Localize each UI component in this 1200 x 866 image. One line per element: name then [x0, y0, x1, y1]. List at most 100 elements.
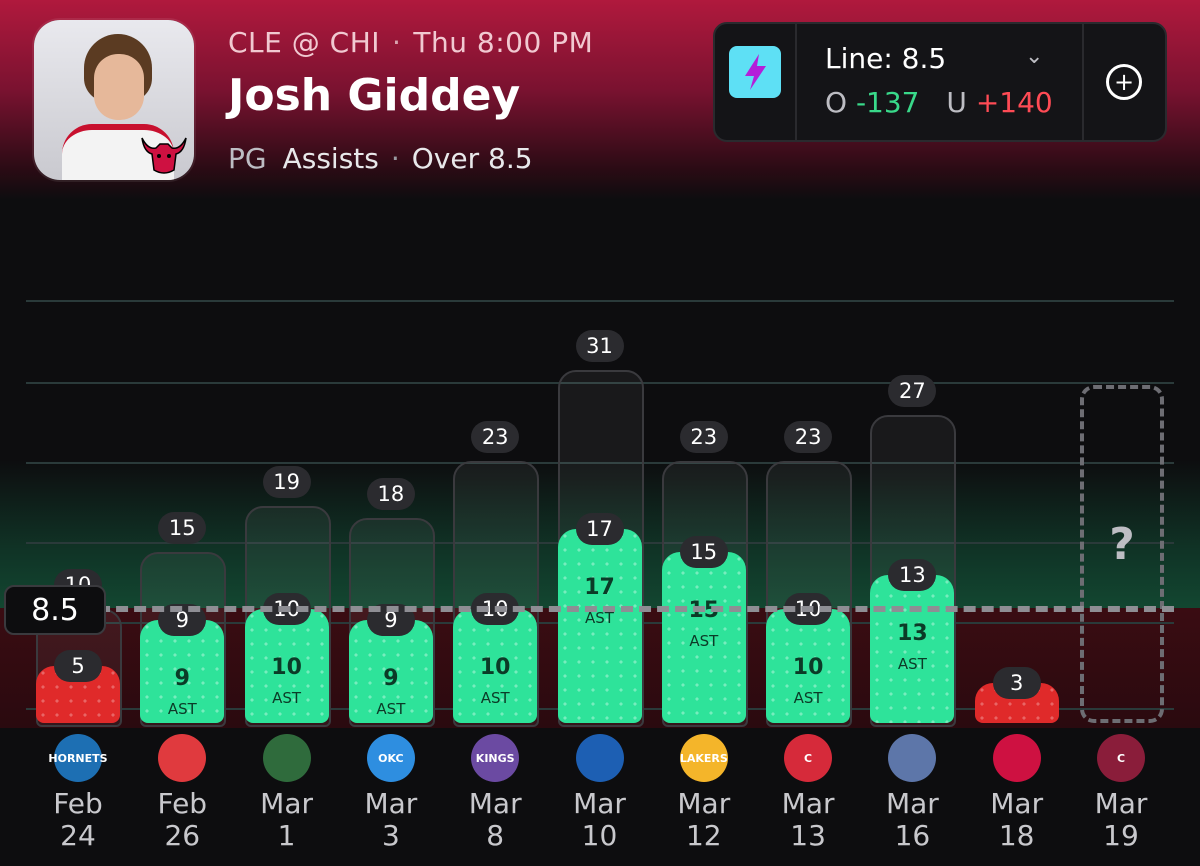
assist-bar-value: 17 — [584, 575, 615, 601]
bucks-logo-icon — [262, 734, 311, 782]
assist-bar-over[interactable] — [766, 609, 851, 723]
matchup: CLE @ CHI — [228, 26, 381, 59]
under-odds[interactable]: +140 — [975, 86, 1053, 119]
game-day: 26 — [164, 819, 201, 852]
opponent-date[interactable]: Feb 26 — [130, 734, 234, 852]
game-month: Feb — [53, 787, 103, 820]
assist-bar-value: 9 — [383, 666, 399, 692]
player-avatar — [34, 20, 194, 180]
game-log-chart: 1051599AST191010AST1899AST231010AST31171… — [0, 200, 1200, 866]
blazers-logo-icon — [158, 734, 207, 782]
assist-bar-value: 10 — [792, 655, 824, 680]
assist-bar-value: 10 — [479, 655, 511, 680]
matchup-line: CLE @ CHI · Thu 8:00 PM — [228, 26, 594, 59]
chevron-down-icon[interactable]: ⌄ — [1025, 44, 1044, 69]
game-day: 10 — [581, 819, 618, 852]
plus-icon: + — [1106, 64, 1142, 100]
odds: O -137 U +140 — [825, 86, 1053, 119]
assist-bar-stat: AST — [167, 700, 197, 719]
over-odds[interactable]: -137 — [855, 86, 920, 119]
assist-bar-over[interactable] — [244, 609, 329, 723]
background-total-label: 23 — [784, 420, 833, 453]
clippers-logo-icon: C — [784, 734, 833, 782]
player-position: PG — [228, 142, 267, 175]
game-day: 18 — [998, 819, 1035, 852]
assist-bar-over[interactable] — [348, 620, 433, 723]
assist-bar-value: 9 — [174, 666, 190, 692]
game-month: Mar — [573, 787, 626, 820]
assist-bar-stat: AST — [897, 654, 927, 673]
assist-bar-stat: AST — [272, 689, 302, 707]
opponent-date[interactable]: OKC Mar 3 — [339, 734, 443, 852]
opponent-date[interactable]: KINGS Mar 8 — [443, 734, 547, 852]
assist-bar-stat: AST — [585, 609, 614, 628]
game-day: 1 — [277, 819, 296, 852]
game-column[interactable]: 19 10 10 AST — [244, 200, 331, 866]
assist-bar-under[interactable] — [36, 666, 120, 723]
assist-bar-stat: AST — [480, 689, 510, 707]
upcoming-game-placeholder[interactable]: ? — [1080, 385, 1164, 723]
assist-bar-value: 10 — [271, 655, 302, 680]
opponent-date[interactable]: C Mar 19 — [1069, 734, 1173, 852]
player-header: CLE @ CHI · Thu 8:00 PM Josh Giddey PG Assi… — [0, 0, 1200, 200]
game-column[interactable]: 23 15 15 AST — [661, 200, 748, 866]
background-total-label: 23 — [471, 420, 520, 453]
game-day: 24 — [60, 819, 96, 852]
assist-value-label: 17 — [575, 513, 624, 546]
assist-bar-over[interactable] — [557, 529, 642, 723]
opponent-date[interactable]: Mar 10 — [548, 734, 652, 852]
opponent-date[interactable]: Mar 1 — [235, 734, 339, 852]
gridline — [26, 300, 1174, 302]
game-day: 13 — [790, 819, 826, 852]
game-column[interactable]: 3 — [974, 200, 1059, 866]
opponent-date[interactable]: Mar 18 — [965, 734, 1069, 852]
line-selector[interactable]: Line: 8.5 — [825, 42, 947, 75]
game-day: 19 — [1103, 819, 1139, 852]
game-column[interactable]: 31 17 17 AST — [557, 200, 644, 866]
background-total-label: 19 — [262, 466, 311, 499]
game-month: Mar — [781, 787, 835, 820]
cavaliers-logo-icon: C — [1097, 734, 1145, 782]
game-column[interactable]: 27 13 13 AST — [870, 200, 957, 866]
assist-bar-over[interactable] — [140, 620, 225, 723]
game-column[interactable]: 23 10 10 AST — [453, 200, 540, 866]
assist-bar-over[interactable] — [661, 552, 746, 723]
game-time: Thu 8:00 PM — [413, 26, 594, 59]
opponent-date[interactable]: C Mar 13 — [756, 734, 860, 852]
kings-logo-icon: KINGS — [471, 734, 520, 782]
player-name: Josh Giddey — [228, 70, 521, 121]
assist-value-label: 15 — [679, 536, 728, 568]
game-month: Mar — [677, 787, 731, 820]
add-pick-button[interactable]: + — [1083, 24, 1165, 140]
assist-value-label: 13 — [888, 558, 937, 591]
game-column[interactable]: 23 10 10 AST — [766, 200, 853, 866]
game-month: Mar — [364, 787, 418, 820]
gridline — [26, 382, 1174, 384]
assist-bar-over[interactable] — [453, 609, 538, 723]
game-column[interactable]: 18 9 9 AST — [348, 200, 435, 866]
assist-bar-over[interactable] — [870, 574, 955, 723]
opponent-date[interactable]: LAKERS Mar 12 — [652, 734, 756, 852]
game-month: Feb — [157, 787, 208, 820]
gridline — [26, 462, 1174, 464]
opponent-date[interactable]: Mar 16 — [860, 734, 964, 852]
game-day: 8 — [486, 819, 505, 852]
background-total-label: 18 — [366, 477, 415, 510]
background-total-label: 23 — [679, 420, 728, 453]
assist-value-label: 5 — [54, 650, 102, 682]
game-day: 16 — [894, 819, 931, 852]
assist-bar-value: 13 — [897, 620, 928, 646]
over-prefix: O — [825, 86, 848, 119]
game-month: Mar — [885, 787, 939, 820]
game-month: Mar — [990, 787, 1044, 820]
background-total-label: 31 — [575, 329, 624, 362]
grizzlies-logo-icon — [888, 734, 937, 782]
thunder-logo-icon: OKC — [366, 734, 415, 782]
game-column[interactable]: 15 9 9 AST — [140, 200, 227, 866]
hornets-logo-icon: HORNETS — [48, 734, 108, 782]
prop-summary: PG Assists · Over 8.5 — [228, 142, 533, 175]
stat-type: Assists — [282, 142, 379, 175]
line-threshold-label: 8.5 — [4, 585, 106, 635]
sportsbook-logo-icon[interactable] — [729, 46, 781, 98]
opponent-date[interactable]: HORNETS Feb 24 — [26, 734, 130, 852]
